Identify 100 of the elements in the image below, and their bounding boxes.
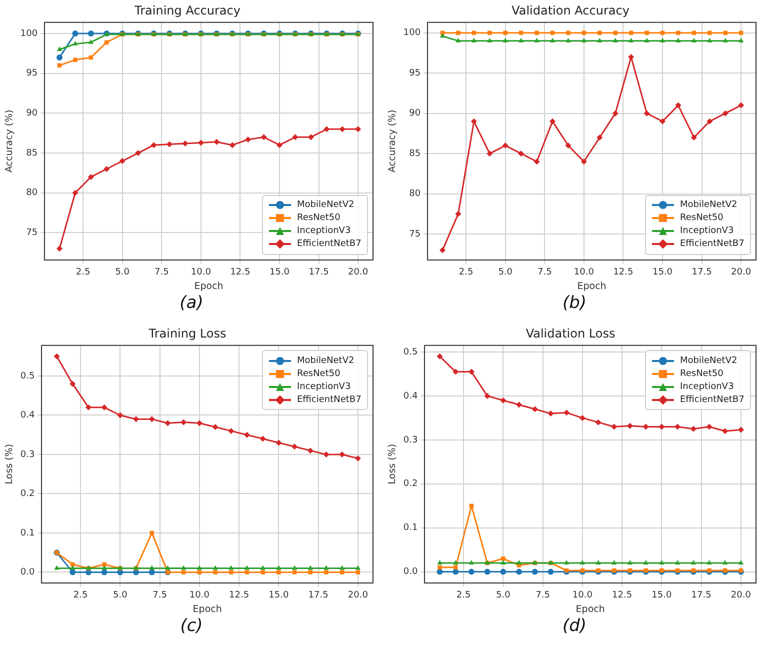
y-tick-label: 0.5 bbox=[20, 371, 35, 382]
point bbox=[340, 570, 344, 574]
point bbox=[627, 560, 633, 565]
point bbox=[706, 560, 712, 565]
point bbox=[707, 38, 712, 42]
point bbox=[706, 424, 712, 430]
x-tick-label: 10.0 bbox=[190, 268, 212, 278]
x-tick-label: 5.0 bbox=[113, 590, 128, 601]
y-tick-label: 80 bbox=[409, 189, 421, 200]
point bbox=[581, 38, 587, 42]
point bbox=[676, 30, 680, 35]
point bbox=[119, 158, 126, 164]
point bbox=[487, 38, 492, 42]
x-axis-title: Epoch bbox=[576, 604, 605, 615]
point bbox=[643, 560, 648, 565]
point bbox=[70, 380, 76, 387]
point bbox=[612, 110, 618, 116]
point bbox=[722, 560, 728, 565]
point bbox=[149, 565, 154, 570]
point bbox=[690, 134, 697, 140]
y-tick-label: 0.3 bbox=[20, 450, 35, 460]
point bbox=[260, 570, 265, 574]
y-tick-label: 75 bbox=[409, 229, 421, 240]
y-tick-label: 0.5 bbox=[403, 347, 418, 358]
point bbox=[180, 419, 187, 426]
y-tick-label: 0.2 bbox=[20, 489, 35, 500]
point bbox=[102, 565, 107, 570]
point bbox=[260, 565, 266, 570]
point bbox=[54, 353, 60, 360]
x-tick-label: 2.5 bbox=[76, 268, 90, 278]
text: (c) bbox=[179, 616, 204, 636]
legend-label: InceptionV3 bbox=[680, 382, 734, 392]
point bbox=[503, 30, 508, 35]
point bbox=[692, 30, 696, 35]
legend-label: EfficientNetB7 bbox=[297, 239, 362, 250]
point bbox=[470, 118, 477, 124]
point bbox=[722, 38, 728, 42]
y-tick-label: 75 bbox=[26, 228, 38, 238]
point bbox=[292, 570, 297, 574]
point bbox=[659, 560, 664, 565]
point bbox=[500, 397, 506, 404]
point bbox=[150, 142, 157, 148]
x-tick-label: 15.0 bbox=[268, 590, 289, 601]
y-tick-label: 0.1 bbox=[20, 528, 35, 538]
x-tick-label: 7.5 bbox=[537, 268, 552, 278]
legend-label: InceptionV3 bbox=[297, 226, 351, 236]
point bbox=[675, 102, 682, 108]
y-axis-title: Accuracy (%) bbox=[387, 110, 398, 173]
x-axis-title: Epoch bbox=[192, 604, 222, 615]
point bbox=[722, 428, 728, 434]
point bbox=[611, 424, 618, 430]
point bbox=[54, 565, 60, 570]
point bbox=[440, 247, 446, 254]
point bbox=[244, 570, 250, 574]
point bbox=[148, 569, 155, 576]
x-tick-label: 5.0 bbox=[496, 590, 511, 601]
point bbox=[596, 134, 603, 140]
point bbox=[56, 54, 63, 60]
point bbox=[70, 569, 76, 576]
x-tick-label: 15.0 bbox=[652, 268, 673, 278]
point bbox=[516, 402, 522, 408]
x-tick-label: 2.5 bbox=[73, 590, 88, 601]
point bbox=[104, 40, 109, 44]
text: (a) bbox=[178, 293, 204, 313]
point bbox=[550, 118, 556, 124]
point bbox=[292, 444, 298, 450]
legend-label: MobileNetV2 bbox=[680, 356, 738, 366]
point bbox=[691, 38, 697, 42]
point bbox=[148, 416, 155, 422]
point bbox=[564, 410, 570, 416]
legend-label: EfficientNetB7 bbox=[680, 239, 744, 250]
point bbox=[516, 560, 522, 565]
point bbox=[674, 424, 681, 430]
point bbox=[135, 150, 142, 156]
point bbox=[292, 134, 298, 140]
point bbox=[308, 565, 313, 570]
point bbox=[181, 570, 186, 574]
legend-label: ResNet50 bbox=[680, 368, 724, 379]
point bbox=[626, 422, 633, 429]
point bbox=[706, 118, 713, 124]
y-tick-label: 90 bbox=[26, 108, 38, 119]
point bbox=[660, 38, 666, 42]
legend-label: InceptionV3 bbox=[297, 382, 351, 392]
point bbox=[598, 30, 602, 35]
legend-label: EfficientNetB7 bbox=[680, 394, 744, 405]
point bbox=[212, 565, 218, 570]
point bbox=[436, 353, 443, 360]
y-axis-title: Loss (%) bbox=[4, 444, 16, 484]
x-tick-label: 15.0 bbox=[652, 590, 672, 601]
chart-title: Training Loss bbox=[148, 326, 226, 340]
point bbox=[471, 38, 477, 42]
point bbox=[307, 448, 314, 454]
point bbox=[244, 565, 250, 570]
point bbox=[548, 568, 554, 575]
point bbox=[196, 565, 202, 570]
x-tick-label: 20.0 bbox=[348, 268, 368, 278]
point bbox=[738, 102, 744, 108]
point bbox=[117, 412, 124, 418]
point bbox=[738, 426, 744, 433]
y-axis-title: Loss (%) bbox=[387, 444, 398, 484]
